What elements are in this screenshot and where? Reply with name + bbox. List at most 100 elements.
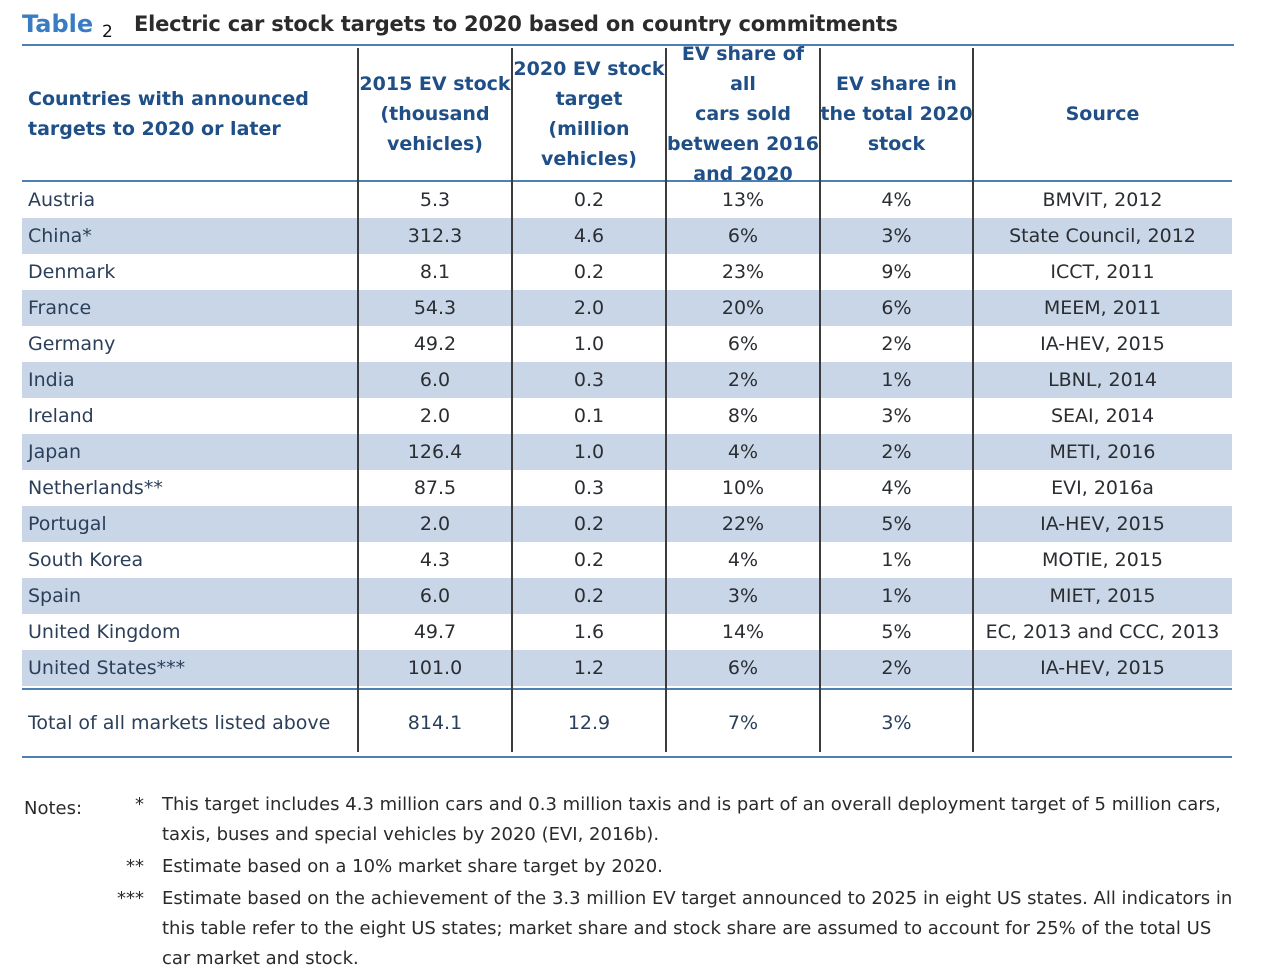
cell-target2020: 0.3 — [573, 369, 605, 391]
cell-share_sold: 14% — [721, 621, 765, 643]
cell-target2020: 4.6 — [573, 225, 605, 247]
header-line: between 2016 — [667, 133, 819, 155]
cell-source: ICCT, 2011 — [1050, 261, 1155, 283]
cell-share_stock: 5% — [881, 621, 912, 643]
table-row: Portugal 2.0 0.2 22% 5% IA-HEV, 2015 — [22, 506, 1232, 542]
header-line: stock — [867, 133, 926, 155]
cell-source: LBNL, 2014 — [1048, 369, 1157, 391]
cell-share_stock: 2% — [881, 441, 912, 463]
header-ev_target_2020: 2020 EV stock target (million vehicles) — [512, 48, 666, 180]
cell-share_stock: 4% — [881, 189, 912, 211]
header-line: targets to 2020 or later — [28, 118, 281, 140]
cell-share_sold: 10% — [721, 477, 765, 499]
cell-share_stock: 1% — [881, 549, 912, 571]
header-line: cars sold — [695, 103, 791, 125]
cell-share_sold: 4% — [727, 549, 759, 571]
header-ev_stock_2015: 2015 EV stock (thousand vehicles) — [358, 48, 512, 180]
total-cell-share_sold: 7% — [727, 712, 759, 734]
cell-target2020: 0.2 — [573, 261, 605, 283]
header-line: EV share in — [836, 73, 957, 95]
cell-country: Denmark — [28, 261, 116, 283]
cell-stock2015: 6.0 — [419, 585, 451, 607]
cell-target2020: 1.0 — [573, 441, 605, 463]
cell-share_sold: 23% — [721, 261, 765, 283]
cell-stock2015: 126.4 — [407, 441, 463, 463]
cell-share_sold: 8% — [727, 405, 759, 427]
cell-stock2015: 8.1 — [419, 261, 451, 283]
table-row: South Korea 4.3 0.2 4% 1% MOTIE, 2015 — [22, 542, 1232, 578]
table-title-bar: Table 2 Electric car stock targets to 20… — [22, 6, 1234, 46]
total-cell-source — [973, 690, 1232, 756]
cell-stock2015: 101.0 — [407, 657, 463, 679]
note-text: Estimate based on a 10% market share tar… — [162, 856, 663, 877]
ev-targets-table: Countries with announced targets to 2020 … — [22, 43, 1232, 758]
cell-country: United Kingdom — [28, 621, 181, 643]
table-number: 2 — [102, 22, 113, 42]
cell-stock2015: 4.3 — [419, 549, 451, 571]
cell-share_stock: 2% — [881, 657, 912, 679]
note-text: This target includes 4.3 million cars an… — [162, 794, 1221, 845]
cell-target2020: 0.2 — [573, 549, 605, 571]
table-row: China* 312.3 4.6 6% 3% State Council, 2012 — [22, 218, 1232, 254]
cell-stock2015: 49.7 — [413, 621, 457, 643]
table-row: Japan 126.4 1.0 4% 2% METI, 2016 — [22, 434, 1232, 470]
cell-source: SEAI, 2014 — [1050, 405, 1155, 427]
cell-stock2015: 6.0 — [419, 369, 451, 391]
note-mark: * — [135, 794, 144, 815]
table-row: Netherlands** 87.5 0.3 10% 4% EVI, 2016a — [22, 470, 1232, 506]
table-body: Austria 5.3 0.2 13% 4% BMVIT, 2012 China* 312.3… — [22, 182, 1232, 686]
header-line: (million — [548, 118, 630, 140]
cell-target2020: 0.2 — [573, 189, 605, 211]
cell-share_sold: 13% — [721, 189, 765, 211]
column-divider — [972, 48, 974, 752]
column-divider — [819, 48, 821, 752]
table-row: Austria 5.3 0.2 13% 4% BMVIT, 2012 — [22, 182, 1232, 218]
header-line: vehicles) — [387, 133, 483, 155]
cell-source: EVI, 2016a — [1051, 477, 1154, 499]
cell-country: Ireland — [28, 405, 94, 427]
table-total-row: Total of all markets listed above 814.1 12… — [22, 688, 1232, 758]
cell-country: South Korea — [28, 549, 144, 571]
cell-share_sold: 6% — [727, 333, 759, 355]
notes-label: Notes: — [24, 798, 83, 819]
cell-source: MIET, 2015 — [1049, 585, 1156, 607]
table-row: France 54.3 2.0 20% 6% MEEM, 2011 — [22, 290, 1232, 326]
cell-country: United States*** — [28, 657, 186, 679]
header-line: the total 2020 — [820, 103, 973, 125]
header-ev_share_sold: EV share of all cars sold between 2016 and … — [666, 43, 820, 185]
cell-share_stock: 5% — [881, 513, 912, 535]
table-row: India 6.0 0.3 2% 1% LBNL, 2014 — [22, 362, 1232, 398]
cell-country: Germany — [28, 333, 116, 355]
cell-share_sold: 4% — [727, 441, 759, 463]
cell-stock2015: 2.0 — [419, 513, 451, 535]
cell-target2020: 0.3 — [573, 477, 605, 499]
cell-share_sold: 3% — [727, 585, 759, 607]
total-cell-stock2015: 814.1 — [407, 712, 463, 734]
cell-share_sold: 6% — [727, 225, 759, 247]
header-line: 2020 EV stock — [513, 58, 665, 80]
header-line: Source — [1065, 103, 1140, 125]
table-label: Table — [22, 10, 94, 38]
cell-country: Netherlands** — [28, 477, 163, 499]
header-source: Source — [973, 48, 1232, 180]
table-row: United States*** 101.0 1.2 6% 2% IA-HEV, 2015 — [22, 650, 1232, 686]
table-row: Germany 49.2 1.0 6% 2% IA-HEV, 2015 — [22, 326, 1232, 362]
header-line: Countries with announced — [28, 88, 309, 110]
column-divider — [357, 48, 359, 752]
cell-stock2015: 54.3 — [413, 297, 457, 319]
cell-target2020: 2.0 — [573, 297, 605, 319]
cell-target2020: 0.1 — [573, 405, 605, 427]
cell-share_stock: 3% — [881, 225, 912, 247]
cell-target2020: 1.2 — [573, 657, 605, 679]
column-divider — [665, 48, 667, 752]
cell-share_stock: 2% — [881, 333, 912, 355]
cell-country: Portugal — [28, 513, 107, 535]
cell-share_stock: 1% — [881, 369, 912, 391]
cell-source: MOTIE, 2015 — [1042, 549, 1163, 571]
table-row: United Kingdom 49.7 1.6 14% 5% EC, 2013 and C… — [22, 614, 1232, 650]
header-line: vehicles) — [541, 148, 637, 170]
cell-source: MEEM, 2011 — [1043, 297, 1162, 319]
cell-source: METI, 2016 — [1049, 441, 1156, 463]
cell-share_sold: 6% — [727, 657, 759, 679]
cell-share_stock: 4% — [881, 477, 912, 499]
